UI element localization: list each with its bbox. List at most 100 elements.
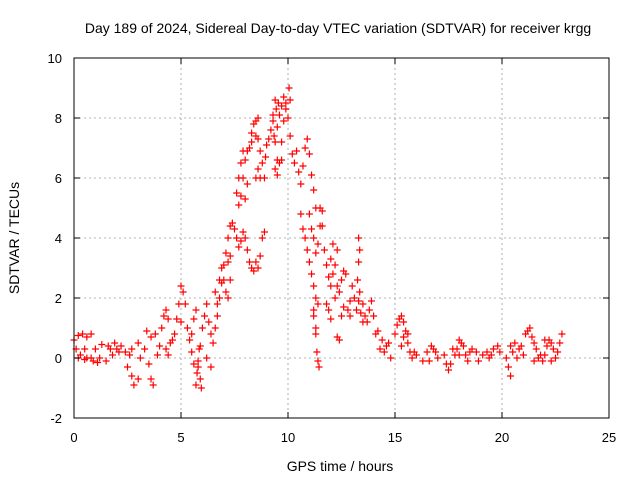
- data-point: [504, 363, 512, 371]
- data-point: [216, 294, 224, 302]
- y-tick-label: 4: [55, 231, 62, 246]
- data-point: [297, 180, 305, 188]
- data-point: [273, 171, 281, 179]
- data-point: [141, 345, 149, 353]
- data-point: [143, 327, 151, 335]
- data-point: [190, 360, 198, 368]
- data-point: [197, 384, 205, 392]
- data-point: [128, 372, 136, 380]
- y-tick-label: 8: [55, 111, 62, 126]
- data-point: [126, 351, 134, 359]
- data-point: [310, 312, 318, 320]
- data-point: [201, 312, 209, 320]
- data-point: [162, 345, 170, 353]
- data-point: [387, 354, 395, 362]
- data-point: [237, 159, 245, 167]
- data-point: [235, 201, 243, 209]
- data-point: [248, 129, 256, 137]
- data-point: [397, 342, 405, 350]
- data-point: [256, 252, 264, 260]
- data-point: [316, 204, 324, 212]
- data-point: [356, 288, 364, 296]
- data-point: [222, 288, 230, 296]
- data-point: [308, 225, 316, 233]
- data-point: [134, 339, 142, 347]
- data-point: [329, 270, 337, 278]
- data-point: [198, 324, 206, 332]
- data-point: [252, 258, 260, 266]
- data-point: [297, 210, 305, 218]
- data-point: [496, 348, 504, 356]
- data-point: [94, 359, 102, 366]
- data-point: [301, 234, 309, 242]
- data-point: [254, 264, 262, 272]
- data-point: [272, 105, 280, 113]
- data-point: [519, 351, 527, 359]
- data-point: [278, 102, 286, 110]
- x-axis-label: GPS time / hours: [287, 458, 394, 474]
- data-point: [213, 300, 221, 308]
- x-tick-label: 20: [495, 430, 509, 445]
- data-point: [462, 351, 470, 359]
- data-point: [228, 219, 236, 227]
- data-point: [207, 330, 215, 338]
- data-point: [310, 306, 318, 314]
- data-point: [203, 300, 211, 308]
- data-point: [327, 282, 335, 290]
- data-point: [455, 351, 463, 359]
- data-point: [226, 252, 234, 260]
- y-tick-label: 0: [55, 351, 62, 366]
- data-point: [513, 354, 521, 362]
- data-point: [211, 288, 219, 296]
- grid-lines: [74, 58, 609, 418]
- data-point: [517, 342, 525, 350]
- data-point: [282, 99, 290, 107]
- data-point: [271, 165, 279, 173]
- data-point: [284, 114, 292, 122]
- data-point: [164, 315, 172, 323]
- data-point: [179, 288, 187, 296]
- data-point: [310, 186, 318, 194]
- data-point: [350, 294, 358, 302]
- data-point: [312, 324, 320, 332]
- data-point: [175, 300, 183, 308]
- data-point: [530, 357, 538, 365]
- data-point: [149, 381, 157, 389]
- data-point: [333, 282, 341, 290]
- data-point: [274, 99, 282, 107]
- data-point: [552, 354, 559, 362]
- data-point: [258, 234, 266, 242]
- data-point: [186, 336, 194, 344]
- data-point: [162, 306, 170, 314]
- data-point: [430, 345, 438, 353]
- data-point: [267, 126, 275, 134]
- data-point: [265, 135, 273, 143]
- data-point: [329, 240, 337, 248]
- data-point: [423, 348, 431, 356]
- data-point: [211, 324, 219, 332]
- data-point: [290, 159, 298, 167]
- data-point: [449, 345, 457, 353]
- data-point: [205, 318, 213, 326]
- data-point: [325, 273, 333, 281]
- data-point: [393, 321, 401, 329]
- data-point: [235, 243, 243, 251]
- axis-ticks: [73, 57, 610, 419]
- data-point: [188, 348, 196, 356]
- data-point: [194, 363, 202, 371]
- data-point: [130, 381, 138, 389]
- data-point: [549, 345, 557, 353]
- data-point: [312, 294, 320, 302]
- data-point: [248, 138, 256, 146]
- data-point: [117, 342, 125, 350]
- data-point: [313, 348, 321, 356]
- data-point: [323, 261, 331, 269]
- data-point: [195, 345, 203, 353]
- data-point: [183, 324, 191, 332]
- x-tick-label: 15: [388, 430, 402, 445]
- data-point: [376, 345, 384, 353]
- data-point: [359, 300, 367, 308]
- data-point: [81, 356, 89, 363]
- data-point: [278, 138, 286, 146]
- data-point: [558, 330, 566, 338]
